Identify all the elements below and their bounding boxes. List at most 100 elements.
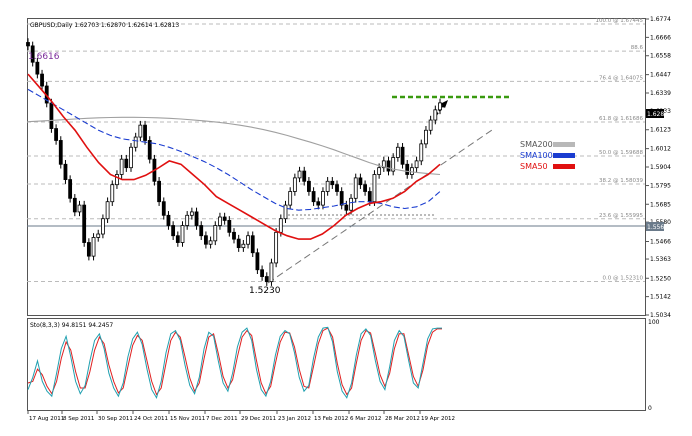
y-tick-label: 1.5685 <box>650 201 671 208</box>
x-tick-label: 15 Nov 2011 <box>170 416 205 422</box>
candle-body <box>82 204 87 243</box>
candle-body <box>68 179 73 199</box>
candle-body <box>236 238 241 249</box>
legend-swatch-sma50 <box>553 164 575 169</box>
fibonacci-levels: 100.0 @ 1.67445 88.6 76.4 @ 1.64075 61.8 @ … <box>27 18 645 282</box>
candle-body <box>372 174 377 203</box>
x-tick-label: 7 Dec 2011 <box>206 416 238 422</box>
candle-body <box>405 163 410 175</box>
candle-body <box>72 197 77 213</box>
candle-body <box>208 240 213 245</box>
y-tick-label: 1.5904 <box>650 164 671 171</box>
candle-body <box>133 136 138 148</box>
current-price-tag <box>646 109 664 118</box>
candle-body <box>264 276 269 283</box>
fib-level-label: 88.6 <box>631 45 644 51</box>
y-tick-label: 1.6666 <box>650 34 671 41</box>
candle-body <box>349 197 353 211</box>
stochastic-lines <box>27 326 442 400</box>
y-tick-label: 1.6123 <box>650 127 671 134</box>
candle-body <box>189 211 194 216</box>
candle-body <box>339 191 344 206</box>
candle-body <box>96 233 101 238</box>
candle-body <box>414 160 419 169</box>
swing-high-label: 1.6616 <box>28 52 60 62</box>
legend-label-sma100: SMA100 <box>520 151 553 160</box>
candle-body <box>129 146 133 169</box>
candle-body <box>325 180 330 192</box>
candle-body <box>255 252 260 271</box>
candle-body <box>194 211 199 226</box>
candle-body <box>49 102 54 129</box>
candle-body <box>171 225 176 237</box>
candle-body <box>302 170 307 182</box>
candle-body <box>91 237 96 257</box>
candle-body <box>213 225 218 242</box>
x-tick-label: 24 Oct 2011 <box>134 416 168 422</box>
candle-body <box>119 158 124 175</box>
candle-body <box>124 158 129 169</box>
x-tick-label: 13 Feb 2012 <box>314 416 348 422</box>
candle-body <box>143 124 147 141</box>
candle-body <box>316 201 321 206</box>
x-tick-label: 19 Apr 2012 <box>421 416 455 422</box>
level-price-label: 1.5566 <box>647 224 668 231</box>
candle-body <box>246 235 250 245</box>
candle-body <box>147 140 152 160</box>
candle-body <box>330 180 335 186</box>
level-price-tag <box>646 222 664 231</box>
projection-arrow-head <box>440 100 448 108</box>
candle-body <box>344 204 349 211</box>
candle-body <box>40 73 44 87</box>
candle-body <box>288 191 293 206</box>
candle-body <box>278 218 283 233</box>
candle-body <box>292 177 297 192</box>
stoch-tick-100: 100 <box>648 319 660 326</box>
candle-body <box>400 146 405 165</box>
symbol-info: GBPUSD,Daily 1.62703 1.62870 1.62614 1.6… <box>30 22 179 29</box>
candle-body <box>166 214 171 226</box>
candle-body <box>260 269 264 277</box>
candle-body <box>222 216 227 221</box>
y-tick-label: 1.6774 <box>650 16 671 23</box>
candle-body <box>307 180 311 192</box>
candle-body <box>311 191 316 203</box>
candle-body <box>283 204 288 220</box>
fib-level-label: 76.4 @ 1.64075 <box>599 75 643 81</box>
x-tick-label: 28 Mar 2012 <box>385 416 420 422</box>
series-line-sma100 <box>27 88 441 211</box>
candle-body <box>358 177 363 186</box>
candle-body <box>105 201 110 220</box>
swing-low-label: 1.5230 <box>249 286 281 296</box>
candle-body <box>395 146 400 158</box>
candle-body <box>241 243 246 249</box>
candle-body <box>175 235 180 243</box>
series-line-sma200 <box>27 116 441 176</box>
legend-swatch-sma100 <box>553 153 575 158</box>
legend-swatch-sma200 <box>553 142 575 147</box>
candle-body <box>410 167 414 175</box>
candle-body <box>218 216 222 226</box>
current-price-label: 1.6281 <box>647 111 668 118</box>
candle-body <box>204 235 208 245</box>
candle-body <box>424 129 428 145</box>
fib-level-label: 38.2 @ 1.58039 <box>599 178 643 184</box>
candle-body <box>115 174 119 186</box>
fib-level-label: 0.0 @ 1.52310 <box>603 275 644 281</box>
fib-level-label: 100.0 @ 1.67445 <box>596 18 644 24</box>
y-tick-label: 1.6012 <box>650 146 671 153</box>
y-tick-label: 1.5250 <box>650 275 671 282</box>
candles <box>26 38 442 286</box>
x-tick-label: 8 Sep 2011 <box>63 416 94 422</box>
legend: SMA200 SMA100 SMA50 <box>520 140 575 171</box>
y-tick-label: 1.5795 <box>650 183 671 190</box>
candle-body <box>386 160 391 172</box>
candle-body <box>101 218 105 235</box>
y-tick-label: 1.6447 <box>650 72 671 79</box>
candle-body <box>185 214 190 226</box>
legend-label-sma200: SMA200 <box>520 140 553 149</box>
candle-body <box>54 128 58 141</box>
candle-body <box>438 102 442 111</box>
